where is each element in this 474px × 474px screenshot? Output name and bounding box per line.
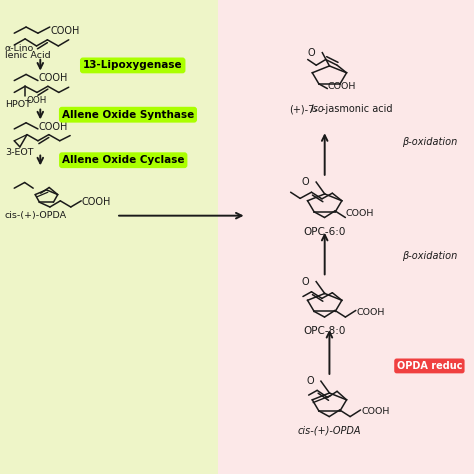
Text: COOH: COOH <box>356 308 385 317</box>
Text: cis-(+)-OPDA: cis-(+)-OPDA <box>298 426 361 436</box>
Text: COOH: COOH <box>38 121 68 132</box>
Text: Allene Oxide Synthase: Allene Oxide Synthase <box>62 109 194 120</box>
Text: OPC-6:0: OPC-6:0 <box>303 227 346 237</box>
Text: COOH: COOH <box>361 407 390 416</box>
Bar <box>218 0 474 474</box>
Text: cis-(+)-OPDA: cis-(+)-OPDA <box>5 211 67 220</box>
Text: O: O <box>302 277 310 287</box>
Text: α-Lino: α-Lino <box>5 44 34 53</box>
Text: OPDA reduc: OPDA reduc <box>397 361 462 371</box>
Text: OOH: OOH <box>26 96 46 105</box>
Text: COOH: COOH <box>38 73 68 83</box>
Text: Allene Oxide Cyclase: Allene Oxide Cyclase <box>62 155 184 165</box>
Text: 13-Lipoxygenase: 13-Lipoxygenase <box>83 60 182 71</box>
Text: (+)-7-: (+)-7- <box>289 104 318 114</box>
Text: O: O <box>302 177 310 187</box>
Text: 3-EOT: 3-EOT <box>5 148 33 157</box>
Text: COOH: COOH <box>50 26 80 36</box>
Text: -jasmonic acid: -jasmonic acid <box>322 104 393 114</box>
Text: COOH: COOH <box>82 197 111 207</box>
Bar <box>0 0 218 474</box>
Text: β-oxidation: β-oxidation <box>402 251 457 261</box>
Text: lenic Acid: lenic Acid <box>5 51 50 60</box>
Text: OPC-8:0: OPC-8:0 <box>303 326 346 336</box>
Text: HPOT: HPOT <box>5 100 31 109</box>
Text: iso: iso <box>310 104 324 114</box>
Text: O: O <box>307 376 314 386</box>
Text: COOH: COOH <box>346 209 374 218</box>
Text: O: O <box>308 48 315 58</box>
Text: COOH: COOH <box>328 82 356 91</box>
Text: β-oxidation: β-oxidation <box>402 137 457 147</box>
